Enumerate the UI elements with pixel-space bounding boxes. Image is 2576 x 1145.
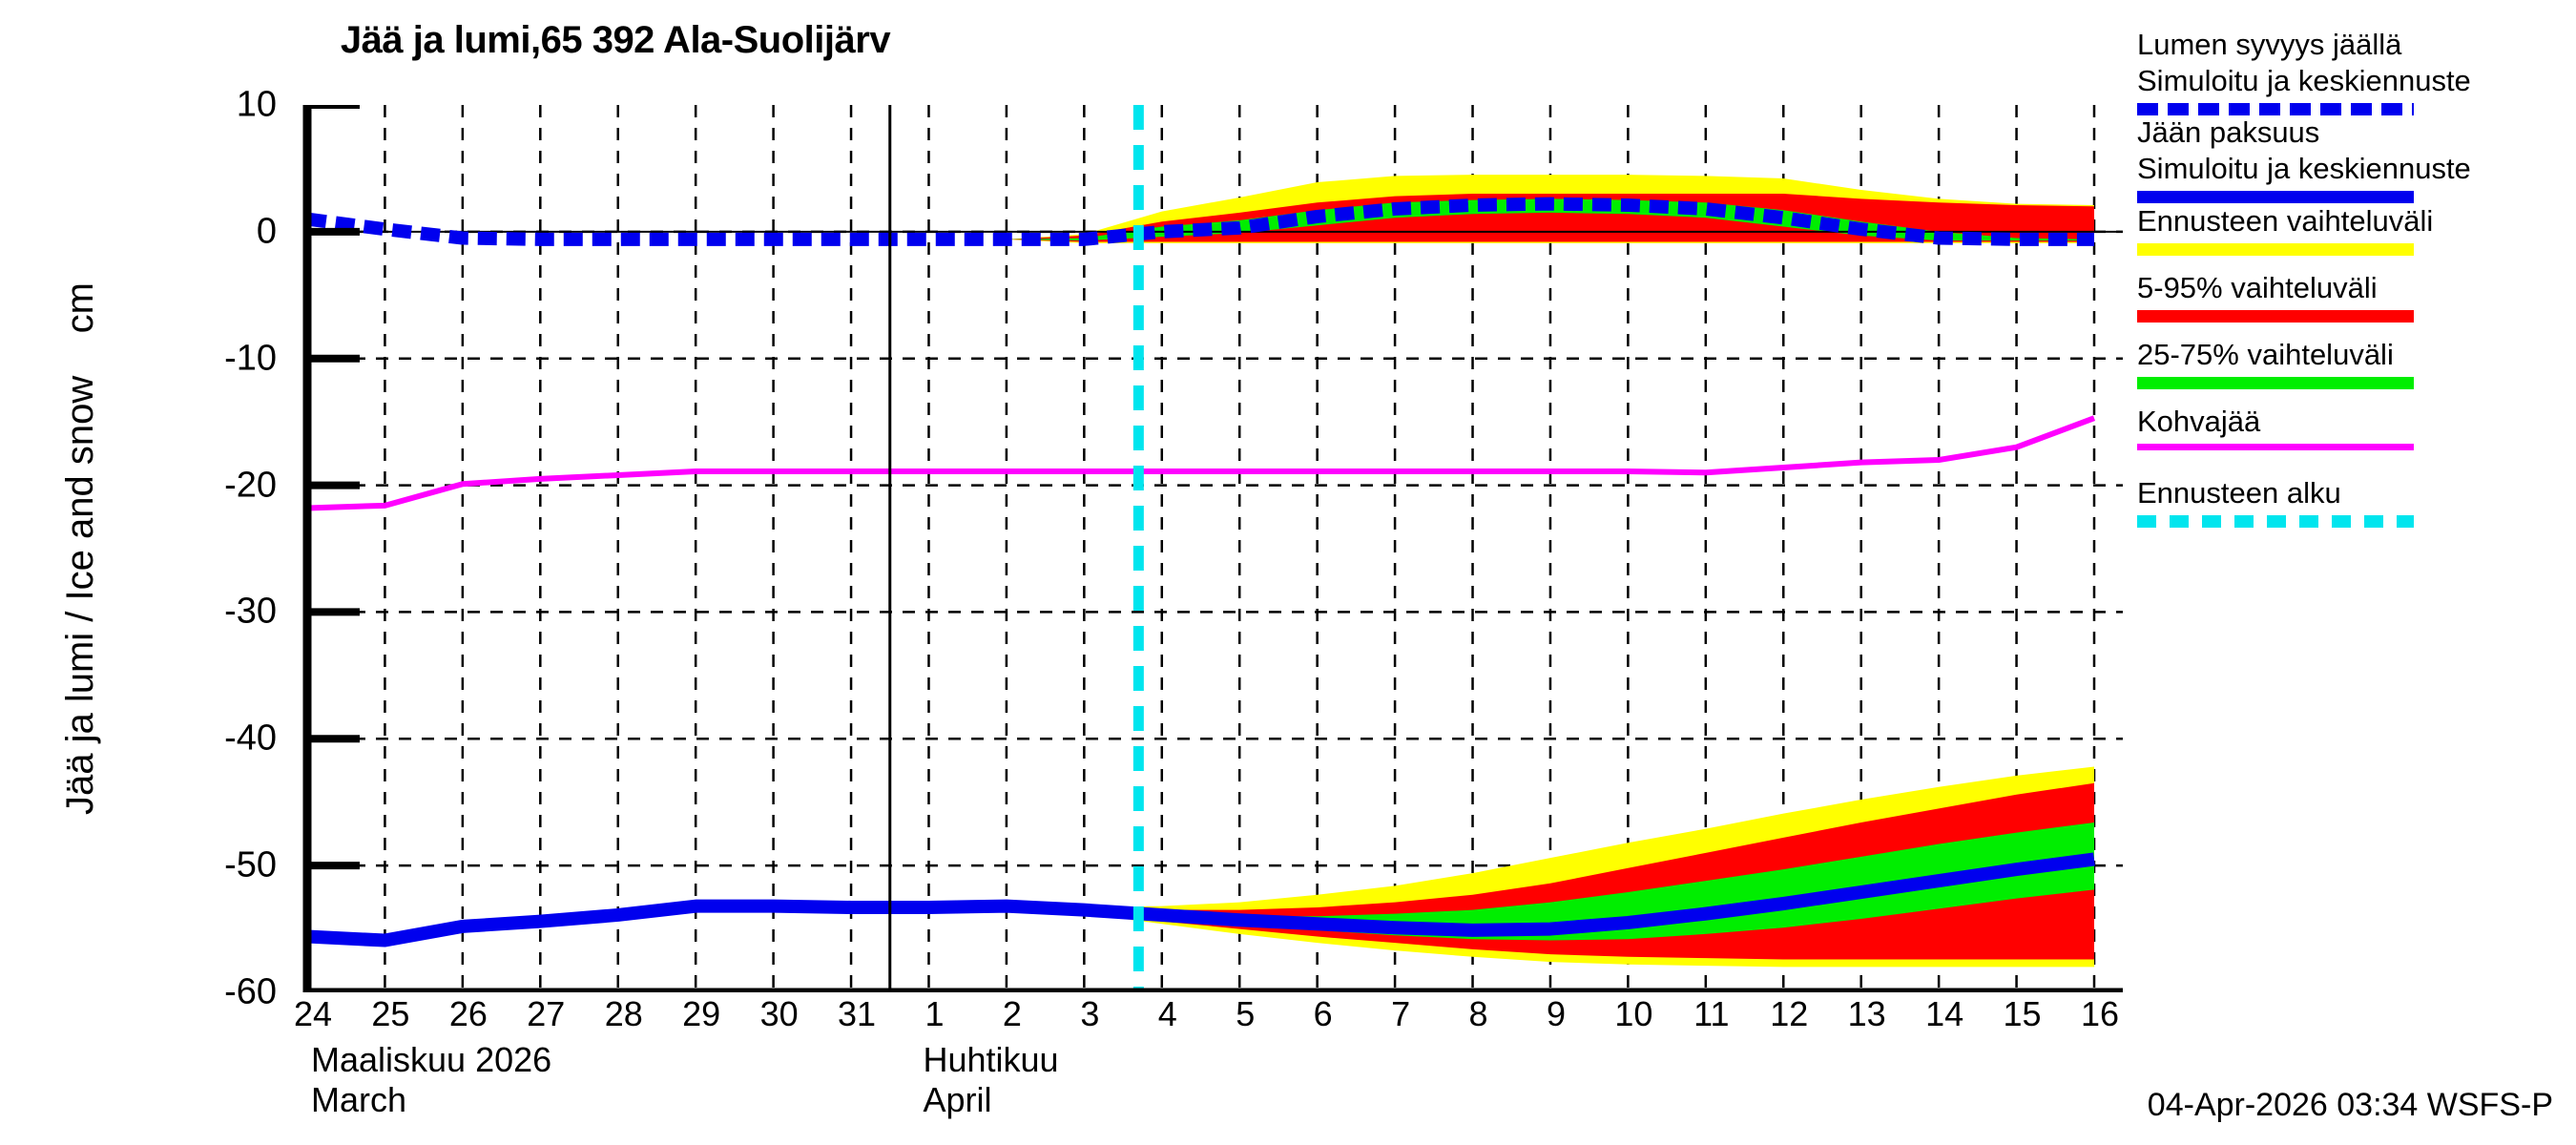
x-tick-label: 31 (838, 994, 877, 1033)
x-tick-labels: 24 25 26 27 28 29 30 31 1 2 3 4 5 6 7 8 9 10 11 12 13 14 15 16 (286, 994, 2123, 1036)
legend-swatch (2137, 377, 2414, 389)
legend-label: Ennusteen vaihteluväli (2137, 204, 2434, 238)
legend-entry: Ennusteen vaihteluväli (2137, 203, 2566, 256)
legend-swatch (2137, 310, 2414, 323)
x-tick-label: 15 (2003, 994, 2042, 1033)
y-tick-label: -10 (224, 338, 277, 379)
month-label-en: March (311, 1080, 407, 1119)
y-tick-labels: 10 0 -10 -20 -30 -40 -50 -60 (162, 85, 277, 1012)
month-label-block: Maaliskuu 2026 March (311, 1040, 551, 1120)
legend-sublabel: Simuloitu ja keskiennuste (2137, 152, 2471, 185)
x-tick-label: 30 (759, 994, 799, 1033)
legend-label: Lumen syvyys jäällä (2137, 28, 2402, 61)
x-tick-label: 5 (1236, 994, 1256, 1033)
legend-entry: Ennusteen alku (2137, 475, 2566, 528)
legend-swatch (2137, 444, 2414, 450)
x-tick-label: 12 (1770, 994, 1809, 1033)
x-tick-label: 8 (1468, 994, 1488, 1033)
legend-label: Jään paksuus (2137, 115, 2320, 149)
x-tick-label: 26 (448, 994, 488, 1033)
month-label-block: Huhtikuu April (923, 1040, 1058, 1120)
x-tick-label: 24 (293, 994, 333, 1033)
legend-label: Ennusteen alku (2137, 476, 2341, 510)
x-tick-label: 7 (1391, 994, 1411, 1033)
x-tick-label: 4 (1157, 994, 1177, 1033)
legend-swatch (2137, 191, 2414, 203)
legend-swatch (2137, 103, 2414, 115)
chart-canvas (302, 105, 2123, 992)
series-kohvajaa (306, 415, 2096, 511)
series-snow-depth (306, 197, 2094, 246)
legend-swatch (2137, 515, 2414, 528)
y-tick-label: -60 (224, 971, 277, 1012)
band-snow-25-75 (307, 198, 2094, 241)
y-tick-label: 10 (236, 84, 277, 125)
legend-label: 25-75% vaihteluväli (2137, 338, 2394, 371)
x-tick-label: 10 (1614, 994, 1653, 1033)
y-axis-title: Jää ja lumi / Ice and snow cm (59, 282, 101, 816)
legend-label: 5-95% vaihteluväli (2137, 271, 2378, 304)
legend-entry: Lumen syvyys jäällä Simuloitu ja keskienn… (2137, 27, 2566, 115)
month-label-fi: Maaliskuu 2026 (311, 1040, 552, 1079)
legend-swatch (2137, 243, 2414, 256)
legend-entry: 25-75% vaihteluväli (2137, 337, 2566, 389)
x-tick-label: 13 (1847, 994, 1886, 1033)
x-tick-label: 1 (924, 994, 945, 1033)
x-tick-label: 27 (527, 994, 566, 1033)
month-label-fi: Huhtikuu (923, 1040, 1059, 1079)
band-ice-25-75 (307, 822, 2094, 941)
x-tick-label: 28 (604, 994, 643, 1033)
x-tick-label: 3 (1080, 994, 1100, 1033)
legend-label: Kohvajää (2137, 405, 2261, 438)
y-tick-label: 0 (256, 211, 277, 252)
footer-timestamp: 04-Apr-2026 03:34 WSFS-P (2147, 1087, 2553, 1123)
legend-entry: Jään paksuus Simuloitu ja keskiennuste (2137, 114, 2566, 203)
chart-title: Jää ja lumi,65 392 Ala-Suolijärv (340, 19, 891, 61)
y-tick-label: -20 (224, 465, 277, 506)
x-tick-label: 16 (2080, 994, 2120, 1033)
x-tick-label: 6 (1313, 994, 1333, 1033)
x-tick-label: 29 (682, 994, 721, 1033)
plot-area (286, 105, 2123, 992)
legend-entry: 5-95% vaihteluväli (2137, 270, 2566, 323)
x-tick-label: 14 (1925, 994, 1964, 1033)
legend-entry: Kohvajää (2137, 404, 2566, 450)
month-label-en: April (923, 1080, 992, 1119)
x-tick-label: 11 (1693, 994, 1730, 1033)
series-ice-thickness (306, 852, 2095, 947)
x-tick-label: 2 (1002, 994, 1022, 1033)
x-tick-label: 25 (371, 994, 410, 1033)
y-tick-label: -50 (224, 844, 277, 885)
x-tick-label: 9 (1546, 994, 1566, 1033)
y-tick-label: -30 (224, 591, 277, 632)
y-tick-label: -40 (224, 718, 277, 759)
legend-sublabel: Simuloitu ja keskiennuste (2137, 64, 2471, 97)
